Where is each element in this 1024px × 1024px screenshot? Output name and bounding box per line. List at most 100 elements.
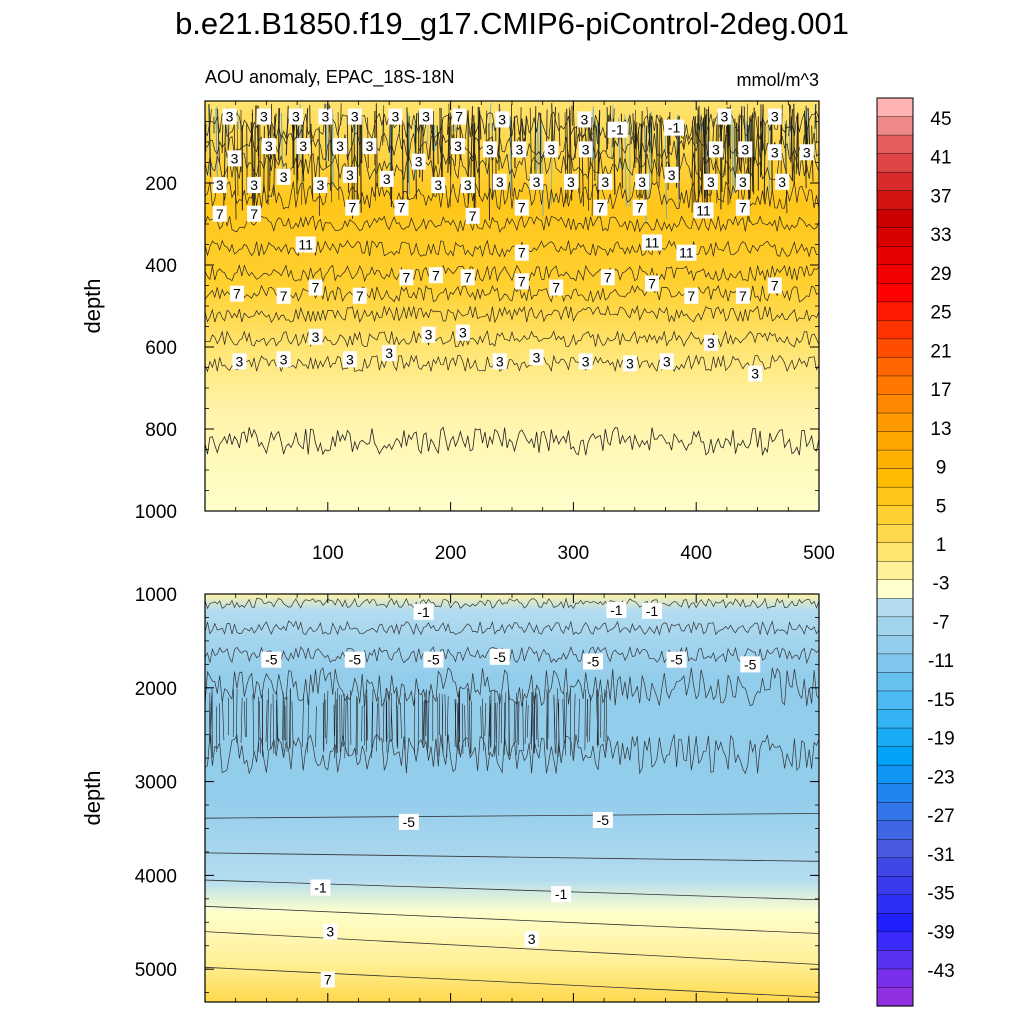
lower-contour-strand <box>272 693 275 754</box>
contour-label-text: 3 <box>498 111 506 127</box>
contour-label-text: -1 <box>610 602 623 618</box>
colorbar-swatch <box>876 542 914 562</box>
contour-label-text: 3 <box>346 167 354 183</box>
x-tick-label: 400 <box>680 543 712 564</box>
contour-label-text: 7 <box>518 200 526 216</box>
contour-label-box <box>450 138 465 155</box>
contour-label-text: 3 <box>515 141 523 157</box>
colorbar-swatch <box>876 635 914 655</box>
contour-label-box <box>524 931 539 948</box>
contour-label-box <box>641 602 662 619</box>
upper-contour-strand <box>233 121 237 220</box>
contour-label-box <box>261 138 276 155</box>
contour-label-box <box>492 353 507 370</box>
upper-axis-ticks: 200 400 600 800 1000 100 200 300 400 500 <box>135 100 835 564</box>
contour-label-box <box>495 111 510 128</box>
upper-contour-strand <box>310 123 314 199</box>
contour-label: 3 <box>495 111 510 128</box>
y-tick-label: 200 <box>145 174 177 195</box>
contour-label: 7 <box>345 199 360 216</box>
contour-label: 3 <box>276 168 291 185</box>
colorbar-label: 13 <box>930 419 951 440</box>
colorbar-swatch <box>876 394 914 414</box>
colorbar-label: -31 <box>927 845 954 866</box>
contour-label-text: 3 <box>582 141 590 157</box>
contour-label-box <box>578 353 593 370</box>
contour-label: 3 <box>703 173 718 190</box>
upper-contour-strand <box>733 125 736 191</box>
contour-label: 3 <box>622 355 637 372</box>
contour-label: 3 <box>482 141 497 158</box>
contour-label-text: 3 <box>771 109 779 125</box>
contour-label-text: 3 <box>321 109 329 125</box>
colorbar-label: -35 <box>927 884 954 905</box>
contour-label: 7 <box>600 269 615 286</box>
upper-contour-strand <box>337 111 340 200</box>
contour-label: 3 <box>492 353 507 370</box>
contour-label-text: 3 <box>383 171 391 187</box>
contour-label-box <box>465 207 480 224</box>
contour-label-text: 3 <box>260 109 268 125</box>
lower-contour-strand <box>339 694 341 752</box>
contour-label-box <box>261 651 282 668</box>
colorbar-swatch <box>876 894 914 914</box>
contour-label: 3 <box>635 173 650 190</box>
contour-label-text: -5 <box>349 652 362 668</box>
contour-label: 7 <box>514 273 529 290</box>
upper-contour-strand <box>697 115 699 212</box>
lower-contour-line <box>205 667 819 708</box>
lower-contour-strand <box>482 698 484 751</box>
upper-contour-strand <box>795 112 799 175</box>
colorbar-swatch <box>876 375 914 396</box>
lower-contour-strand <box>495 702 497 744</box>
contour-label-box <box>489 648 510 665</box>
contour-label: 7 <box>465 207 480 224</box>
contour-label-box <box>664 166 679 183</box>
upper-contour-strand <box>697 107 700 130</box>
colorbar-label: -11 <box>928 651 954 672</box>
contour-label-box <box>740 656 761 673</box>
contour-label-text: 3 <box>336 138 344 154</box>
upper-contour-strand <box>597 122 600 204</box>
colorbar-swatch <box>876 820 914 840</box>
lower-contour-strand <box>516 701 519 756</box>
contour-label-text: 3 <box>707 335 715 351</box>
colorbar-label: -15 <box>927 690 954 711</box>
upper-contour-strand <box>553 106 557 141</box>
lower-plot-background <box>205 594 819 1002</box>
contour-label-text: 7 <box>518 273 526 289</box>
lower-contour-strand <box>530 703 533 744</box>
y-tick-label: 1000 <box>135 502 177 523</box>
lower-contour-strand <box>563 692 566 743</box>
y-tick-label: 800 <box>145 420 177 441</box>
upper-contour-strand <box>700 123 702 172</box>
contour-label-text: 3 <box>292 109 300 125</box>
contour-label-text: 7 <box>687 288 695 304</box>
lower-contour-strand <box>396 690 398 747</box>
colorbar-swatch <box>876 431 914 451</box>
colorbar-swatch <box>876 412 914 433</box>
panel-subtitle-right: mmol/m^3 <box>737 70 819 90</box>
upper-contour-strand <box>648 111 652 198</box>
contour-label-text: 7 <box>455 109 463 125</box>
contour-label-box <box>577 111 592 128</box>
contour-label: -1 <box>641 602 662 619</box>
contour-label-text: 7 <box>216 206 224 222</box>
lower-contour-strand <box>302 694 304 747</box>
lower-contour-line <box>205 931 819 965</box>
upper-contour-strand <box>537 112 540 170</box>
colorbar-label: -39 <box>927 922 954 943</box>
contour-label: 3 <box>708 141 723 158</box>
lower-contour-strand <box>355 696 357 755</box>
contour-label-box <box>775 173 790 190</box>
upper-contour-strand <box>223 116 227 210</box>
contour-label-text: 7 <box>469 208 477 224</box>
lower-contour-strand <box>464 705 466 747</box>
contour-label-text: 3 <box>351 109 359 125</box>
lower-contour-strand <box>597 694 600 746</box>
upper-contour-strand <box>436 125 439 165</box>
contour-label: 3 <box>323 923 338 940</box>
colorbar-swatch <box>876 690 914 711</box>
contour-label: 11 <box>295 236 316 253</box>
contour-label-box <box>735 287 750 304</box>
